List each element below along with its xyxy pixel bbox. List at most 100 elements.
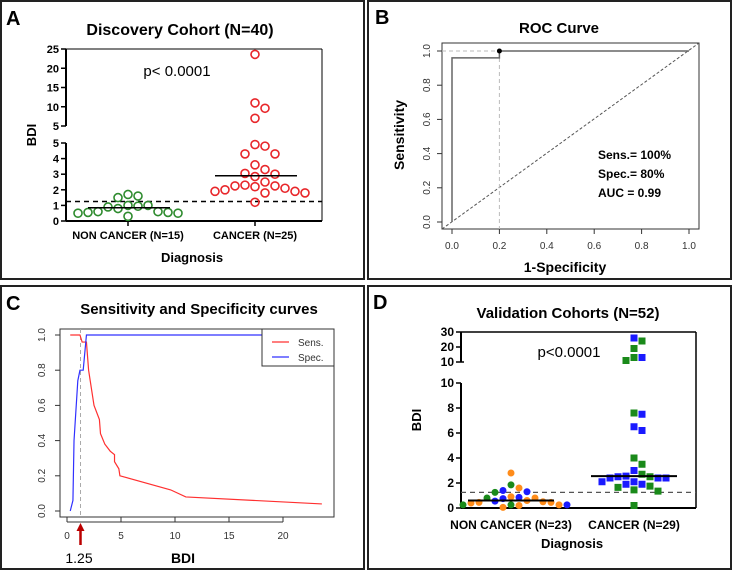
y-tick-label: 2 <box>53 185 59 197</box>
data-point <box>630 334 638 342</box>
data-point <box>614 483 622 491</box>
y-tick-label: 0.8 <box>422 78 433 92</box>
data-point <box>507 493 515 501</box>
y-tick-label: 0 <box>447 501 454 515</box>
x-tick-label: 1.0 <box>682 241 696 252</box>
data-point <box>630 354 638 361</box>
y-tick-label: 1.0 <box>37 328 48 342</box>
data-point <box>539 498 547 506</box>
data-point <box>250 139 260 150</box>
panel-a-title: Discovery Cohort (N=40) <box>86 22 273 39</box>
data-point <box>499 503 507 511</box>
x-tick-label: NON CANCER (N=23) <box>450 518 572 532</box>
data-point <box>515 484 523 492</box>
data-point <box>507 501 515 509</box>
panel-c-cutoff-label: 1.25 <box>65 550 92 566</box>
data-point <box>123 189 133 200</box>
y-tick-label: 2 <box>447 476 454 490</box>
y-tick-label: 0.6 <box>422 112 433 126</box>
y-tick-label: 1.0 <box>422 44 433 58</box>
data-point <box>598 478 606 486</box>
curve-spec <box>69 334 322 512</box>
data-point <box>630 345 638 352</box>
data-point <box>280 183 290 194</box>
y-tick-label: 0.6 <box>37 398 48 412</box>
data-point <box>630 467 638 474</box>
panel-b-letter: B <box>375 7 389 29</box>
data-point <box>638 470 646 478</box>
data-point <box>555 501 563 509</box>
y-tick-label: 0.4 <box>37 433 48 447</box>
data-point <box>515 502 523 509</box>
y-tick-label: 5 <box>53 121 59 133</box>
plot-box <box>59 328 335 518</box>
data-point <box>459 501 467 509</box>
x-tick-label: CANCER (N=29) <box>588 518 680 532</box>
y-tick-label: 0.2 <box>422 180 433 194</box>
data-point <box>507 469 515 477</box>
data-point <box>260 103 270 114</box>
data-point <box>73 208 83 218</box>
panel-a-xlabel: Diagnosis <box>161 250 223 265</box>
y-tick-label: 5 <box>53 138 59 150</box>
data-point <box>507 481 515 489</box>
legend-box <box>261 328 335 367</box>
x-tick-label: 0.0 <box>445 241 459 252</box>
y-tick-label: 6 <box>447 426 454 440</box>
data-point <box>113 192 123 203</box>
panel-b-title: ROC Curve <box>519 20 599 37</box>
data-point <box>606 474 614 482</box>
data-point <box>662 474 670 482</box>
panel-b-frame <box>367 0 732 280</box>
data-point <box>630 423 638 431</box>
data-point <box>250 160 260 170</box>
data-point <box>220 185 230 195</box>
panel-c-frame <box>0 285 365 570</box>
panel-d-title: Validation Cohorts (N=52) <box>477 305 660 322</box>
data-point <box>630 454 638 462</box>
data-point <box>250 171 260 182</box>
data-point <box>260 141 270 151</box>
data-point <box>638 460 646 468</box>
panel-d-letter: D <box>373 292 387 314</box>
data-point <box>260 177 270 187</box>
y-tick-label: 20 <box>441 340 455 354</box>
x-tick-label: 20 <box>277 531 289 542</box>
data-point <box>113 203 123 214</box>
panel-b-stat-spec: Spec.= 80% <box>598 167 665 181</box>
panel-a-letter: A <box>6 8 20 30</box>
panel-c-letter: C <box>6 293 20 315</box>
y-tick-label: 0.4 <box>422 146 433 160</box>
y-tick-label: 30 <box>441 325 455 339</box>
roc-curve <box>451 50 689 222</box>
panel-b-xlabel: 1-Specificity <box>524 259 607 275</box>
x-tick-label: 0.4 <box>540 241 554 252</box>
data-point <box>250 113 260 124</box>
panel-c-title: Sensitivity and Specificity curves <box>80 301 318 318</box>
data-point <box>491 488 499 496</box>
panel-d-frame <box>367 285 732 570</box>
panel-d-xlabel: Diagnosis <box>541 536 603 551</box>
data-point <box>622 480 630 488</box>
y-tick-label: 4 <box>53 154 60 166</box>
y-tick-label: 20 <box>47 63 59 75</box>
data-point <box>123 211 133 222</box>
data-point <box>143 200 153 211</box>
y-tick-label: 8 <box>447 401 454 415</box>
data-point <box>250 49 260 60</box>
panel-c-xlabel: BDI <box>171 550 195 566</box>
x-tick-label: CANCER (N=25) <box>213 230 297 242</box>
panel-a-ylabel: BDI <box>24 124 39 146</box>
data-point <box>270 169 280 179</box>
panel-d-pvalue: p<0.0001 <box>538 344 601 361</box>
data-point <box>240 180 250 190</box>
data-point <box>270 181 280 191</box>
data-point <box>133 201 143 211</box>
data-point <box>133 191 143 201</box>
panel-b-ylabel: Sensitivity <box>391 100 407 170</box>
y-tick-label: 0.8 <box>37 363 48 377</box>
plot-box <box>441 42 700 230</box>
legend-label: Spec. <box>298 353 324 364</box>
data-point <box>300 188 310 198</box>
